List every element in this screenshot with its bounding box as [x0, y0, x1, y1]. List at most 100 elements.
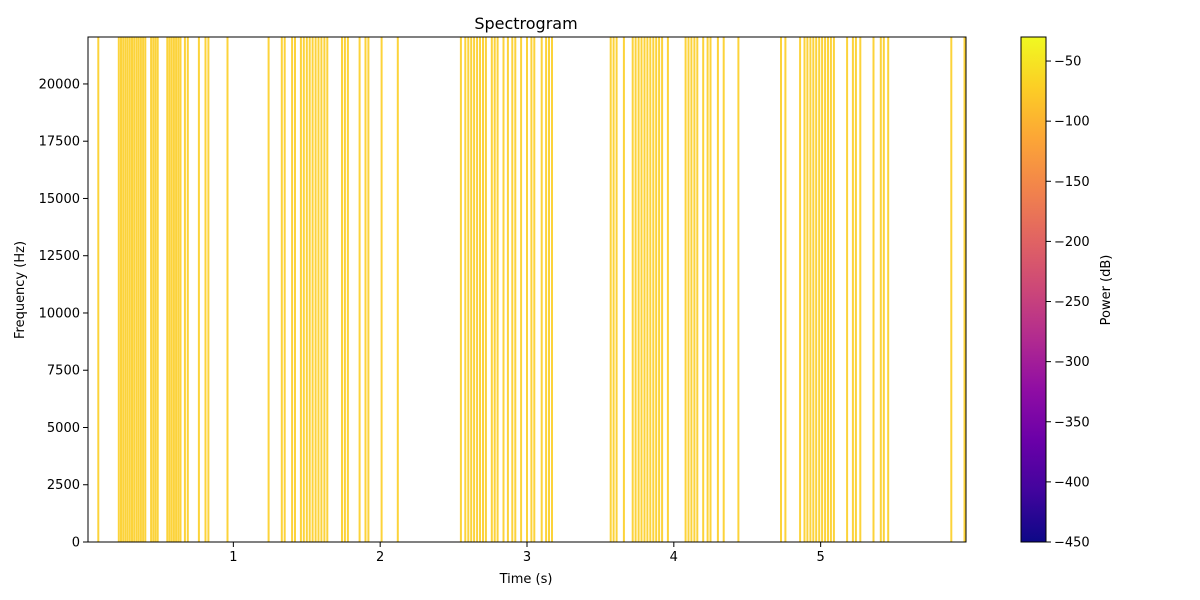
frame-column — [226, 37, 229, 542]
chart-title: Spectrogram — [474, 14, 577, 33]
frame-column — [545, 37, 548, 542]
frame-column — [609, 37, 612, 542]
frame-column — [323, 37, 326, 542]
colorbar-tick-label: −300 — [1054, 355, 1090, 370]
frame-column — [780, 37, 782, 542]
frame-column — [799, 37, 802, 542]
frame-column — [473, 37, 476, 542]
frame-column — [784, 37, 787, 542]
frame-column — [821, 37, 824, 542]
frame-column — [661, 37, 664, 542]
frame-column — [824, 37, 827, 542]
frame-column — [326, 37, 329, 542]
frame-column — [479, 37, 481, 542]
frame-column — [464, 37, 467, 542]
frame-column — [97, 37, 100, 542]
frame-column — [154, 37, 157, 542]
frame-column — [615, 37, 618, 542]
frame-column — [809, 37, 812, 542]
frame-column — [302, 37, 305, 542]
frame-column — [643, 37, 646, 542]
frame-column — [533, 37, 536, 542]
x-tick-label: 2 — [376, 550, 384, 565]
frame-column — [631, 37, 634, 542]
y-tick-label: 12500 — [39, 249, 80, 264]
colorbar-tick-label: −450 — [1054, 536, 1090, 551]
frame-column — [827, 37, 829, 542]
frame-column — [530, 37, 533, 542]
frame-column — [291, 37, 294, 542]
frame-column — [175, 37, 178, 542]
frame-column — [815, 37, 818, 542]
frame-column — [197, 37, 200, 542]
frame-column — [540, 37, 543, 542]
frame-column — [476, 37, 479, 542]
frame-column — [612, 37, 615, 542]
frame-column — [963, 37, 966, 542]
frame-column — [520, 37, 523, 542]
frame-column — [459, 37, 462, 542]
y-tick-label: 17500 — [39, 135, 80, 150]
colorbar-tick-label: −350 — [1054, 415, 1090, 430]
colorbar-tick-label: −400 — [1054, 475, 1090, 490]
frame-column — [493, 37, 496, 542]
frame-column — [693, 37, 696, 542]
frame-column — [803, 37, 806, 542]
frame-column — [320, 37, 323, 542]
colorbar-label: Power (dB) — [1099, 255, 1114, 326]
frame-column — [343, 37, 346, 542]
x-tick-label: 3 — [523, 550, 531, 565]
frame-column — [131, 37, 133, 542]
frame-column — [128, 37, 131, 542]
frame-column — [308, 37, 311, 542]
frame-column — [502, 37, 505, 542]
colorbar-tick-label: −150 — [1054, 175, 1090, 190]
frame-column — [283, 37, 286, 542]
frame-column — [124, 37, 127, 542]
frame-column — [646, 37, 649, 542]
frame-column — [380, 37, 383, 542]
frame-column — [649, 37, 652, 542]
y-axis: 0 2500 5000 7500 10000 12500 15000 17500 20000 — [39, 77, 88, 551]
x-axis-label: Time (s) — [499, 572, 553, 587]
frame-column — [702, 37, 705, 542]
frame-column — [156, 37, 159, 542]
frame-column — [341, 37, 343, 542]
frame-column — [482, 37, 484, 542]
colorbar-tick-label: −50 — [1054, 55, 1081, 70]
y-tick-label: 7500 — [47, 364, 80, 379]
frame-column — [133, 37, 136, 542]
frame-column — [170, 37, 173, 542]
frame-column — [186, 37, 189, 542]
x-tick-label: 4 — [670, 550, 678, 565]
frame-column — [294, 37, 296, 542]
y-axis-label: Frequency (Hz) — [13, 241, 28, 339]
frame-column — [168, 37, 171, 542]
frame-column — [511, 37, 514, 542]
frame-column — [666, 37, 669, 542]
frame-column — [358, 37, 361, 542]
frame-column — [152, 37, 155, 542]
frame-column — [637, 37, 640, 542]
colorbar-tick-label: −250 — [1054, 295, 1090, 310]
frame-column — [470, 37, 473, 542]
frame-column — [652, 37, 655, 542]
frame-column — [207, 37, 210, 542]
frame-column — [166, 37, 169, 542]
frame-column — [882, 37, 885, 542]
x-axis: 1 2 3 4 5 — [229, 542, 825, 565]
frame-column — [280, 37, 283, 542]
y-tick-label: 15000 — [39, 192, 80, 207]
frame-column — [709, 37, 712, 542]
frame-column — [716, 37, 719, 542]
x-tick-label: 1 — [229, 550, 237, 565]
frame-column — [183, 37, 186, 542]
colorbar-axis: −450 −400 −350 −300 −250 −200 −150 −100 −50 — [1046, 55, 1090, 551]
frame-column — [854, 37, 857, 542]
frame-column — [314, 37, 317, 542]
frame-column — [496, 37, 499, 542]
frame-column — [311, 37, 314, 542]
frame-column — [706, 37, 709, 542]
spectrogram-frames — [97, 37, 966, 542]
